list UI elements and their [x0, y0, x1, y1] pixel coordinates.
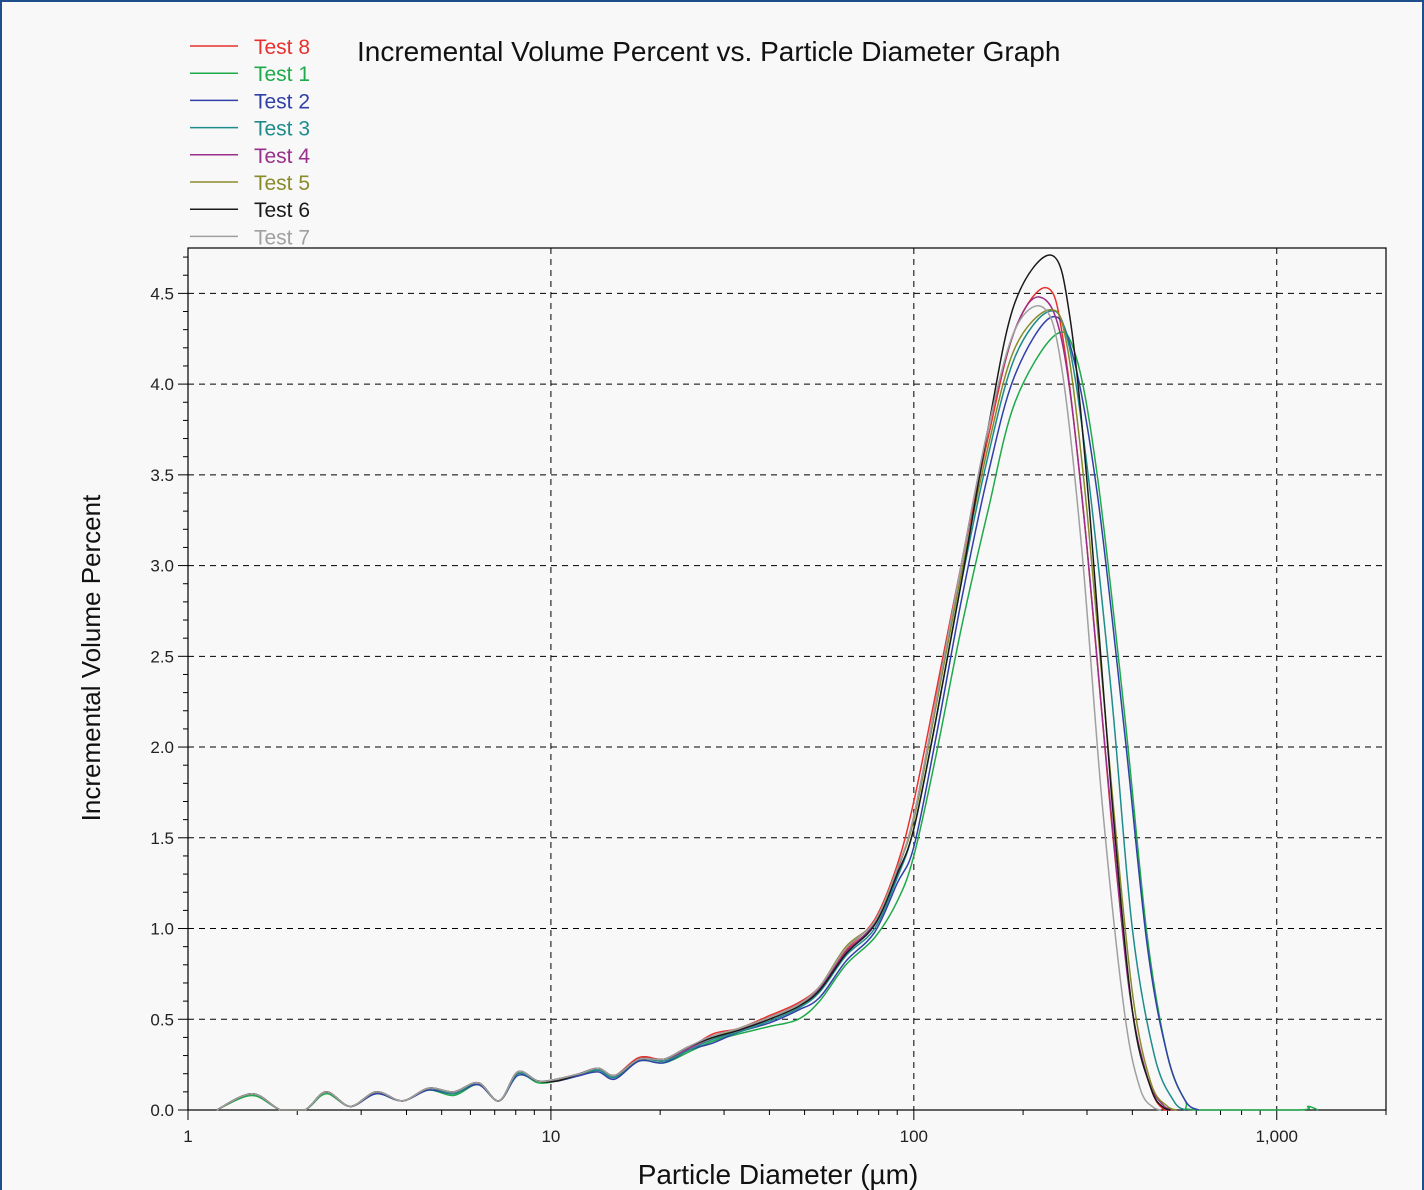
- axis-ticks: 0.0 0.5 1.0 1.5 2.0 2.5 3.0 3.5 4.0 4.5 1 10 100 1,00…: [150, 256, 1387, 1146]
- legend-label: Test 4: [254, 145, 310, 168]
- y-tick-label: 1.0: [150, 920, 174, 939]
- legend-label: Test 8: [254, 36, 310, 59]
- legend-label: Test 6: [254, 199, 310, 222]
- y-tick-label: 2.0: [150, 738, 174, 757]
- series-line-test-7: [216, 305, 1162, 1111]
- x-tick-label: 1: [183, 1127, 192, 1146]
- legend-label: Test 5: [254, 172, 310, 195]
- y-tick-label: 2.5: [150, 647, 174, 666]
- y-tick-label: 4.0: [150, 375, 174, 394]
- y-tick-label: 0.5: [150, 1010, 174, 1029]
- y-axis-label: Incremental Volume Percent: [76, 494, 106, 821]
- x-tick-label: 10: [541, 1127, 560, 1146]
- x-tick-label: 100: [900, 1127, 928, 1146]
- y-tick-label: 0.0: [150, 1101, 174, 1120]
- y-tick-label: 1.5: [150, 829, 174, 848]
- legend-label: Test 2: [254, 90, 310, 113]
- x-axis-label: Particle Diameter (µm): [638, 1159, 919, 1190]
- grid-lines: [188, 248, 1386, 1110]
- y-tick-label: 4.5: [150, 284, 174, 303]
- plot-area: [187, 247, 1387, 1111]
- x-tick-label: 1,000: [1255, 1127, 1298, 1146]
- legend: Test 8 Test 1 Test 2 Test 3 Test 4 Test 5 Test…: [190, 36, 310, 249]
- y-tick-label: 3.0: [150, 557, 174, 576]
- series-lines: [216, 254, 1319, 1111]
- chart-title: Incremental Volume Percent vs. Particle …: [357, 36, 1060, 67]
- legend-label: Test 1: [254, 63, 310, 86]
- y-tick-label: 3.5: [150, 466, 174, 485]
- legend-label: Test 7: [254, 226, 310, 249]
- legend-label: Test 3: [254, 118, 310, 141]
